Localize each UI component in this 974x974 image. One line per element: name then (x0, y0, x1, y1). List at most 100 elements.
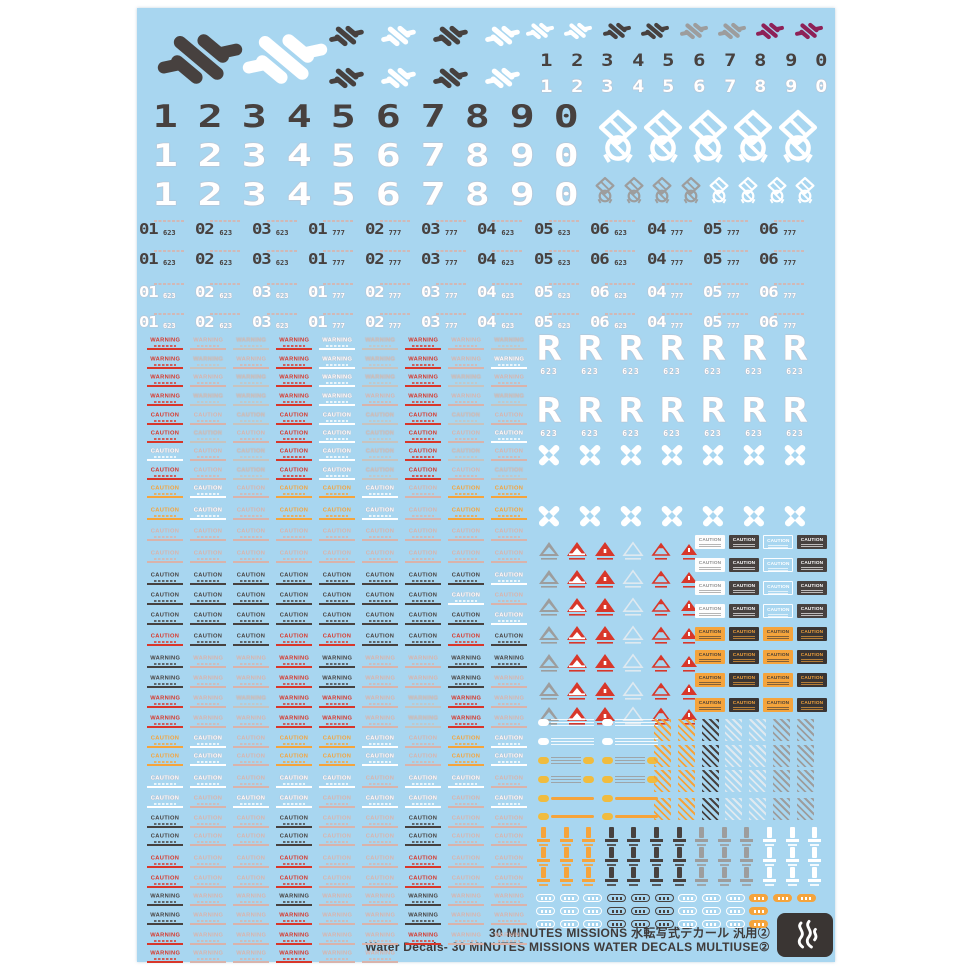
caution-decal: CAUTION (276, 775, 312, 788)
underline (233, 348, 269, 350)
r-letter: R (700, 391, 726, 431)
label: WARNING (365, 932, 396, 939)
label: WARNING (322, 893, 353, 900)
caution-decal: CAUTION (405, 855, 441, 868)
warning-decal: WARNING (362, 950, 398, 963)
x-mark-icon (743, 506, 765, 527)
caution-decal: CAUTION (362, 507, 398, 520)
r-marker: R 623 (780, 332, 810, 376)
sub-text-bar (369, 803, 391, 805)
caution-decal: CAUTION (319, 592, 355, 605)
sub-text-bar (326, 620, 348, 622)
number-code-decal: 02 623 (195, 283, 243, 300)
sub-text-bar (498, 580, 520, 582)
underline (448, 539, 484, 541)
underline (233, 786, 269, 788)
caution-decal: CAUTION (190, 633, 226, 646)
underline (276, 826, 312, 828)
code-sub: 623 (501, 229, 515, 237)
caution-decal: CAUTION (362, 795, 398, 808)
label: CAUTION (451, 507, 481, 514)
caution-decal: CAUTION (319, 815, 355, 828)
warning-triangle-icon (567, 682, 587, 700)
label: CAUTION (279, 775, 309, 782)
label: WARNING (408, 715, 439, 722)
underline (147, 943, 183, 945)
code-number: 04 (477, 283, 497, 301)
code-sub: 623 (219, 322, 233, 330)
micro-text-bar (661, 250, 693, 252)
caution-decal: CAUTION (405, 467, 441, 480)
label: CAUTION (494, 485, 524, 492)
sub-text-bar (240, 663, 262, 665)
sub-text-bar (455, 783, 477, 785)
warning-decal: WARNING (448, 374, 484, 387)
warning-decal: WARNING (233, 337, 269, 350)
number-code-decal: 01 777 (308, 250, 356, 267)
label: CAUTION (365, 815, 395, 822)
digit: 1 (540, 77, 553, 97)
caution-decal: CAUTION (319, 467, 355, 480)
underline (491, 826, 527, 828)
underline (276, 367, 312, 369)
x-marker (617, 502, 645, 530)
caution-decal: CAUTION (319, 412, 355, 425)
underline (405, 561, 441, 563)
code-number: 03 (251, 250, 272, 268)
underline (319, 561, 355, 563)
underline (362, 764, 398, 766)
underline (190, 844, 226, 846)
underline (147, 583, 183, 585)
number-code-decal: 04 777 (647, 250, 695, 267)
label: CAUTION (150, 633, 180, 640)
label: WARNING (451, 655, 482, 662)
sub-text-bar (412, 783, 434, 785)
underline (405, 844, 441, 846)
micro-text-bar (323, 283, 355, 285)
sub-text-bar (326, 723, 348, 725)
label: WARNING (408, 893, 439, 900)
caution-decal: CAUTION (448, 775, 484, 788)
warning-triangle (566, 653, 588, 672)
digit: 4 (631, 77, 645, 97)
x-marker (781, 502, 809, 530)
label: WARNING (236, 393, 267, 400)
strip-decal (538, 775, 594, 783)
code-sub: 623 (501, 292, 515, 300)
pill-decal (536, 907, 555, 915)
underline (276, 478, 312, 480)
underline (233, 886, 269, 888)
underline (233, 806, 269, 808)
sub-text-bar (498, 456, 520, 458)
strip-decal (602, 718, 658, 726)
underline (405, 623, 441, 625)
underline (147, 385, 183, 387)
code-number: 06 (759, 313, 779, 331)
warning-triangle (622, 681, 644, 700)
number-code-decal: 06 777 (759, 313, 807, 330)
sub-text-bar (240, 401, 262, 403)
sub-text-bar (283, 641, 305, 643)
caution-decal: CAUTION (147, 875, 183, 888)
micro-text-bar (548, 250, 580, 252)
pill-dashes (635, 909, 646, 913)
warning-decal: WARNING (190, 655, 226, 668)
underline (190, 478, 226, 480)
label: CAUTION (408, 833, 438, 840)
warning-decal: WARNING (276, 695, 312, 708)
digit: 4 (286, 177, 312, 213)
label: CAUTION (800, 583, 824, 588)
sub-text-bar (498, 438, 520, 440)
underline (233, 367, 269, 369)
caution-decal: CAUTION (319, 833, 355, 846)
code-sub: 623 (557, 259, 571, 267)
sub-text-bar (283, 663, 305, 665)
strip-decal (538, 718, 594, 726)
label: WARNING (150, 715, 181, 722)
sub-text-bar (455, 663, 477, 665)
pill-decal (630, 920, 650, 928)
sub-text-bar (197, 493, 219, 495)
caution-decal: CAUTION (319, 753, 355, 766)
underline (319, 961, 355, 963)
label: CAUTION (150, 528, 180, 535)
